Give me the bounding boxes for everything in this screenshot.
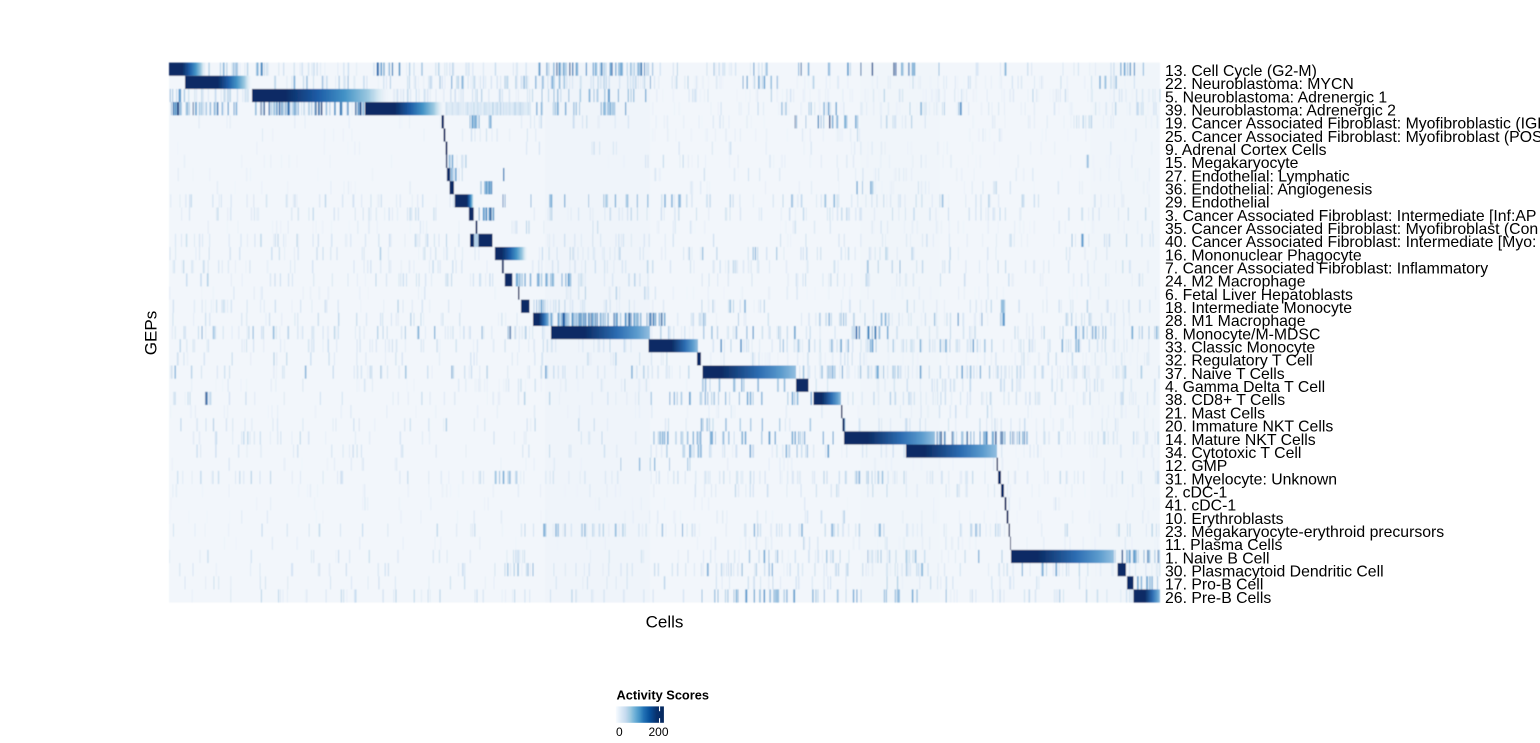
svg-text:Activity Scores: Activity Scores bbox=[617, 688, 709, 703]
svg-text:35. Cancer Associated Fibrobla: 35. Cancer Associated Fibroblast: Myofib… bbox=[1165, 221, 1538, 238]
svg-text:1. Naive B Cell: 1. Naive B Cell bbox=[1165, 550, 1269, 567]
svg-text:11. Plasma Cells: 11. Plasma Cells bbox=[1165, 537, 1282, 554]
svg-text:36. Endothelial: Angiogenesis: 36. Endothelial: Angiogenesis bbox=[1165, 182, 1372, 199]
svg-text:15. Megakaryocyte: 15. Megakaryocyte bbox=[1165, 155, 1299, 172]
svg-text:37. Naive T Cells: 37. Naive T Cells bbox=[1165, 366, 1285, 383]
svg-text:40. Cancer Associated Fibrobla: 40. Cancer Associated Fibroblast: Interm… bbox=[1165, 234, 1536, 251]
svg-text:18. Intermediate Monocyte: 18. Intermediate Monocyte bbox=[1165, 300, 1352, 317]
svg-text:200: 200 bbox=[648, 725, 668, 739]
svg-text:27. Endothelial: Lymphatic: 27. Endothelial: Lymphatic bbox=[1165, 168, 1350, 185]
svg-text:28. M1 Macrophage: 28. M1 Macrophage bbox=[1165, 313, 1306, 330]
svg-text:24. M2 Macrophage: 24. M2 Macrophage bbox=[1165, 274, 1306, 291]
svg-text:7. Cancer Associated Fibroblas: 7. Cancer Associated Fibroblast: Inflamm… bbox=[1165, 261, 1488, 278]
svg-text:20. Immature NKT Cells: 20. Immature NKT Cells bbox=[1165, 419, 1333, 436]
svg-text:0: 0 bbox=[616, 725, 623, 739]
svg-text:22. Neuroblastoma: MYCN: 22. Neuroblastoma: MYCN bbox=[1165, 76, 1354, 93]
svg-text:19. Cancer Associated Fibrobla: 19. Cancer Associated Fibroblast: Myofib… bbox=[1165, 116, 1540, 133]
svg-text:2. cDC-1: 2. cDC-1 bbox=[1165, 484, 1228, 501]
svg-text:3. Cancer Associated Fibroblas: 3. Cancer Associated Fibroblast: Interme… bbox=[1165, 208, 1536, 225]
svg-text:16. Mononuclear Phagocyte: 16. Mononuclear Phagocyte bbox=[1165, 247, 1362, 264]
svg-text:Cells: Cells bbox=[646, 613, 684, 632]
svg-text:5. Neuroblastoma: Adrenergic 1: 5. Neuroblastoma: Adrenergic 1 bbox=[1165, 89, 1387, 106]
svg-text:39. Neuroblastoma: Adrenergic: 39. Neuroblastoma: Adrenergic 2 bbox=[1165, 103, 1396, 120]
svg-text:12. GMP: 12. GMP bbox=[1165, 458, 1227, 475]
svg-text:13. Cell Cycle (G2-M): 13. Cell Cycle (G2-M) bbox=[1165, 63, 1317, 80]
svg-text:34. Cytotoxic T Cell: 34. Cytotoxic T Cell bbox=[1165, 445, 1301, 462]
svg-text:8. Monocyte/M-MDSC: 8. Monocyte/M-MDSC bbox=[1165, 326, 1320, 343]
svg-text:GEPs: GEPs bbox=[142, 311, 161, 355]
svg-text:9. Adrenal Cortex Cells: 9. Adrenal Cortex Cells bbox=[1165, 142, 1327, 159]
svg-text:10. Erythroblasts: 10. Erythroblasts bbox=[1165, 511, 1284, 528]
svg-text:31. Myelocyte: Unknown: 31. Myelocyte: Unknown bbox=[1165, 471, 1337, 488]
svg-text:30. Plasmacytoid Dendritic Cel: 30. Plasmacytoid Dendritic Cell bbox=[1165, 564, 1384, 581]
svg-text:4. Gamma Delta T Cell: 4. Gamma Delta T Cell bbox=[1165, 379, 1325, 396]
svg-text:29. Endothelial: 29. Endothelial bbox=[1165, 195, 1270, 212]
svg-text:25. Cancer Associated Fibrobla: 25. Cancer Associated Fibroblast: Myofib… bbox=[1165, 129, 1540, 146]
svg-text:32. Regulatory T Cell: 32. Regulatory T Cell bbox=[1165, 353, 1313, 370]
svg-text:17. Pro-B Cell: 17. Pro-B Cell bbox=[1165, 577, 1263, 594]
svg-text:26. Pre-B Cells: 26. Pre-B Cells bbox=[1165, 590, 1271, 607]
svg-text:14. Mature NKT Cells: 14. Mature NKT Cells bbox=[1165, 432, 1316, 449]
svg-text:6. Fetal Liver Hepatoblasts: 6. Fetal Liver Hepatoblasts bbox=[1165, 287, 1353, 304]
svg-text:38. CD8+ T Cells: 38. CD8+ T Cells bbox=[1165, 392, 1285, 409]
svg-text:41. cDC-1: 41. cDC-1 bbox=[1165, 498, 1236, 515]
svg-text:33. Classic Monocyte: 33. Classic Monocyte bbox=[1165, 340, 1315, 357]
svg-text:23. Megakaryocyte-erythroid pr: 23. Megakaryocyte-erythroid precursors bbox=[1165, 524, 1444, 541]
svg-text:21. Mast Cells: 21. Mast Cells bbox=[1165, 405, 1265, 422]
